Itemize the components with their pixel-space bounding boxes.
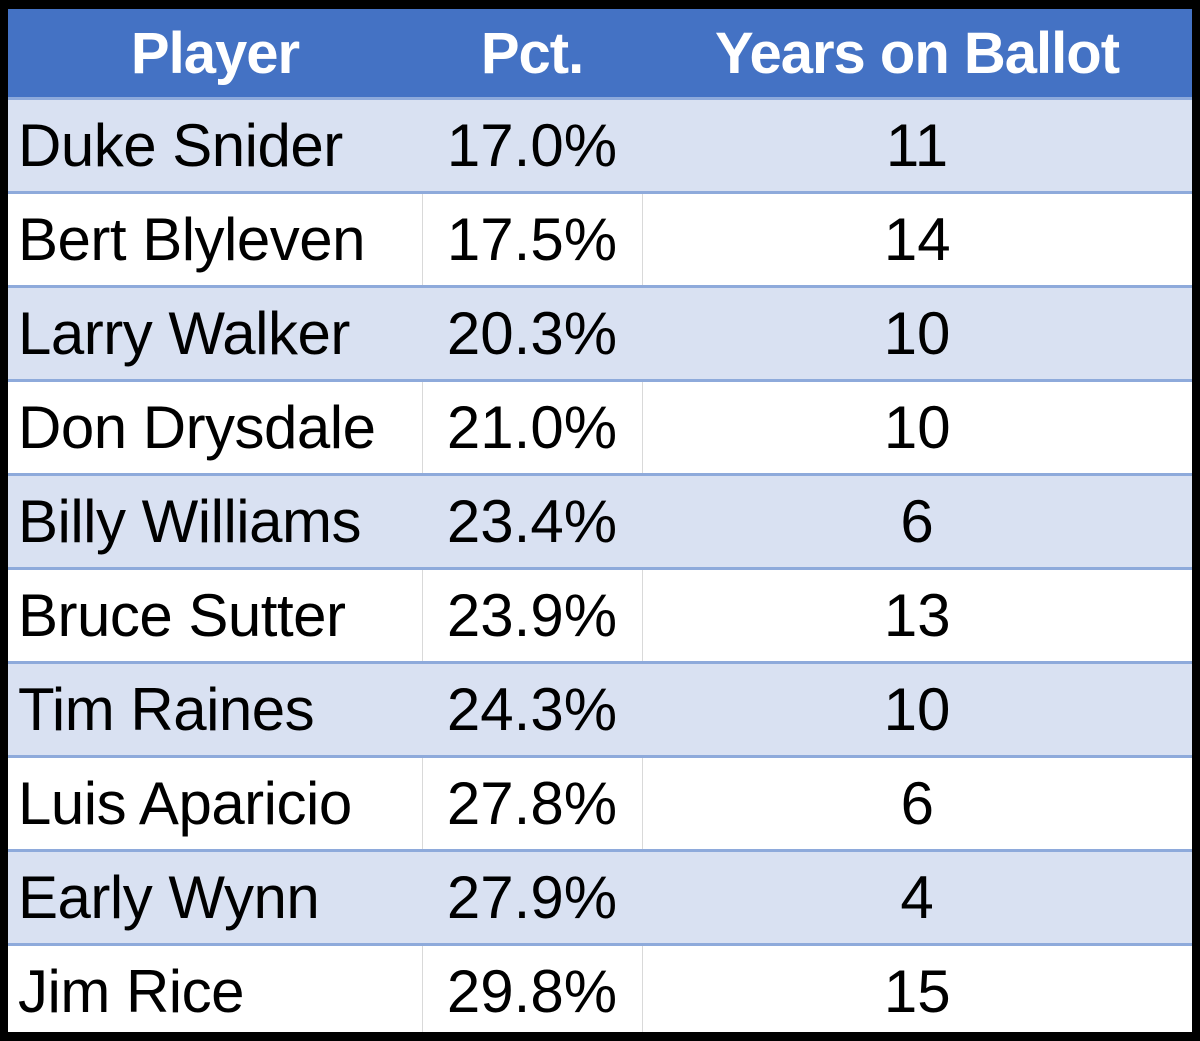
- header-years: Years on Ballot: [642, 9, 1192, 100]
- years-cell: 10: [641, 380, 1192, 476]
- pct-cell: 23.9%: [421, 568, 642, 664]
- player-cell: Bruce Sutter: [8, 568, 422, 664]
- pct-cell: 27.9%: [422, 850, 642, 946]
- years-cell: 10: [642, 662, 1192, 758]
- table-row: Bruce Sutter 23.9% 13: [8, 568, 1192, 664]
- table-row: Tim Raines 24.3% 10: [8, 662, 1192, 758]
- years-cell: 6: [641, 756, 1192, 852]
- player-cell: Billy Williams: [8, 474, 422, 570]
- player-cell: Bert Blyleven: [8, 192, 422, 288]
- player-cell: Larry Walker: [8, 286, 422, 382]
- player-cell: Early Wynn: [8, 850, 422, 946]
- player-cell: Tim Raines: [8, 662, 422, 758]
- years-cell: 10: [642, 286, 1192, 382]
- years-cell: 15: [641, 944, 1192, 1032]
- pct-cell: 21.0%: [421, 380, 642, 476]
- header-player: Player: [8, 9, 422, 100]
- player-cell: Don Drysdale: [8, 380, 422, 476]
- ballot-table: Player Pct. Years on Ballot Duke Snider …: [8, 9, 1192, 1032]
- years-cell: 6: [642, 474, 1192, 570]
- pct-cell: 17.0%: [422, 98, 642, 194]
- table-row: Duke Snider 17.0% 11: [8, 98, 1192, 194]
- table-row: Luis Aparicio 27.8% 6: [8, 756, 1192, 852]
- table-row: Don Drysdale 21.0% 10: [8, 380, 1192, 476]
- player-cell: Jim Rice: [8, 944, 422, 1032]
- years-cell: 11: [642, 98, 1192, 194]
- pct-cell: 27.8%: [421, 756, 642, 852]
- player-cell: Luis Aparicio: [8, 756, 422, 852]
- header-row: Player Pct. Years on Ballot: [8, 9, 1192, 100]
- pct-cell: 17.5%: [421, 192, 642, 288]
- table-row: Bert Blyleven 17.5% 14: [8, 192, 1192, 288]
- years-cell: 13: [641, 568, 1192, 664]
- pct-cell: 20.3%: [422, 286, 642, 382]
- pct-cell: 29.8%: [421, 944, 642, 1032]
- years-cell: 4: [642, 850, 1192, 946]
- pct-cell: 23.4%: [422, 474, 642, 570]
- header-pct: Pct.: [422, 9, 642, 100]
- table-row: Larry Walker 20.3% 10: [8, 286, 1192, 382]
- table-row: Early Wynn 27.9% 4: [8, 850, 1192, 946]
- player-cell: Duke Snider: [8, 98, 422, 194]
- pct-cell: 24.3%: [422, 662, 642, 758]
- table-row: Jim Rice 29.8% 15: [8, 944, 1192, 1032]
- years-cell: 14: [641, 192, 1192, 288]
- table-row: Billy Williams 23.4% 6: [8, 474, 1192, 570]
